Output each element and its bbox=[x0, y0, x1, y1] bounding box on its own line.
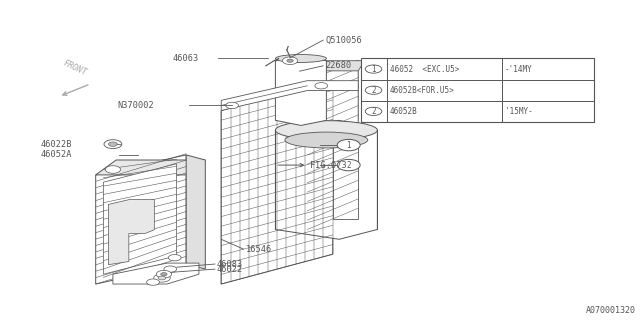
Text: 46083: 46083 bbox=[217, 260, 243, 268]
Text: Q510056: Q510056 bbox=[325, 36, 362, 44]
Circle shape bbox=[337, 159, 360, 171]
Circle shape bbox=[282, 57, 298, 65]
Text: 46052B: 46052B bbox=[390, 107, 418, 116]
Polygon shape bbox=[221, 81, 333, 284]
Polygon shape bbox=[103, 164, 177, 274]
Circle shape bbox=[105, 166, 120, 173]
Circle shape bbox=[104, 140, 122, 148]
Text: 2: 2 bbox=[371, 107, 376, 116]
Polygon shape bbox=[275, 56, 326, 125]
Polygon shape bbox=[221, 81, 358, 110]
Text: 46052B<FOR.U5>: 46052B<FOR.U5> bbox=[390, 86, 455, 95]
Circle shape bbox=[156, 270, 172, 278]
Circle shape bbox=[287, 59, 293, 62]
Ellipse shape bbox=[275, 54, 326, 62]
Circle shape bbox=[164, 266, 177, 272]
Circle shape bbox=[315, 83, 328, 89]
Text: 46052A: 46052A bbox=[41, 150, 72, 159]
Circle shape bbox=[108, 142, 117, 146]
Ellipse shape bbox=[275, 121, 378, 140]
Polygon shape bbox=[275, 120, 378, 239]
Text: 46022B: 46022B bbox=[41, 140, 72, 148]
Bar bbox=[362, 59, 594, 122]
Circle shape bbox=[161, 273, 167, 276]
Polygon shape bbox=[108, 200, 154, 265]
Text: 1: 1 bbox=[346, 140, 351, 149]
Text: 46052  <EXC.U5>: 46052 <EXC.U5> bbox=[390, 65, 460, 74]
Circle shape bbox=[337, 140, 360, 151]
Text: 2: 2 bbox=[371, 86, 376, 95]
Text: FIG.073: FIG.073 bbox=[310, 161, 347, 170]
Text: FRONT: FRONT bbox=[61, 59, 88, 77]
Polygon shape bbox=[307, 61, 365, 71]
Text: N370002: N370002 bbox=[117, 101, 154, 110]
Circle shape bbox=[365, 86, 382, 94]
Polygon shape bbox=[307, 61, 358, 229]
Circle shape bbox=[365, 107, 382, 116]
Text: 22680: 22680 bbox=[325, 61, 351, 70]
Text: 46022: 46022 bbox=[217, 265, 243, 274]
Circle shape bbox=[154, 274, 170, 282]
Text: '15MY-: '15MY- bbox=[505, 107, 532, 116]
Circle shape bbox=[147, 279, 159, 285]
Polygon shape bbox=[96, 160, 205, 175]
Polygon shape bbox=[96, 155, 186, 284]
Ellipse shape bbox=[285, 132, 368, 148]
Circle shape bbox=[226, 102, 239, 108]
Text: -'14MY: -'14MY bbox=[505, 65, 532, 74]
Polygon shape bbox=[113, 263, 199, 284]
Circle shape bbox=[168, 254, 181, 261]
Polygon shape bbox=[333, 130, 358, 219]
Polygon shape bbox=[186, 155, 205, 269]
Text: 16546: 16546 bbox=[246, 244, 272, 254]
Text: 46063: 46063 bbox=[172, 54, 198, 63]
Circle shape bbox=[365, 65, 382, 73]
Text: 1: 1 bbox=[371, 65, 376, 74]
Text: A070001320: A070001320 bbox=[586, 306, 636, 315]
Text: 2: 2 bbox=[346, 161, 351, 170]
Circle shape bbox=[158, 276, 166, 280]
